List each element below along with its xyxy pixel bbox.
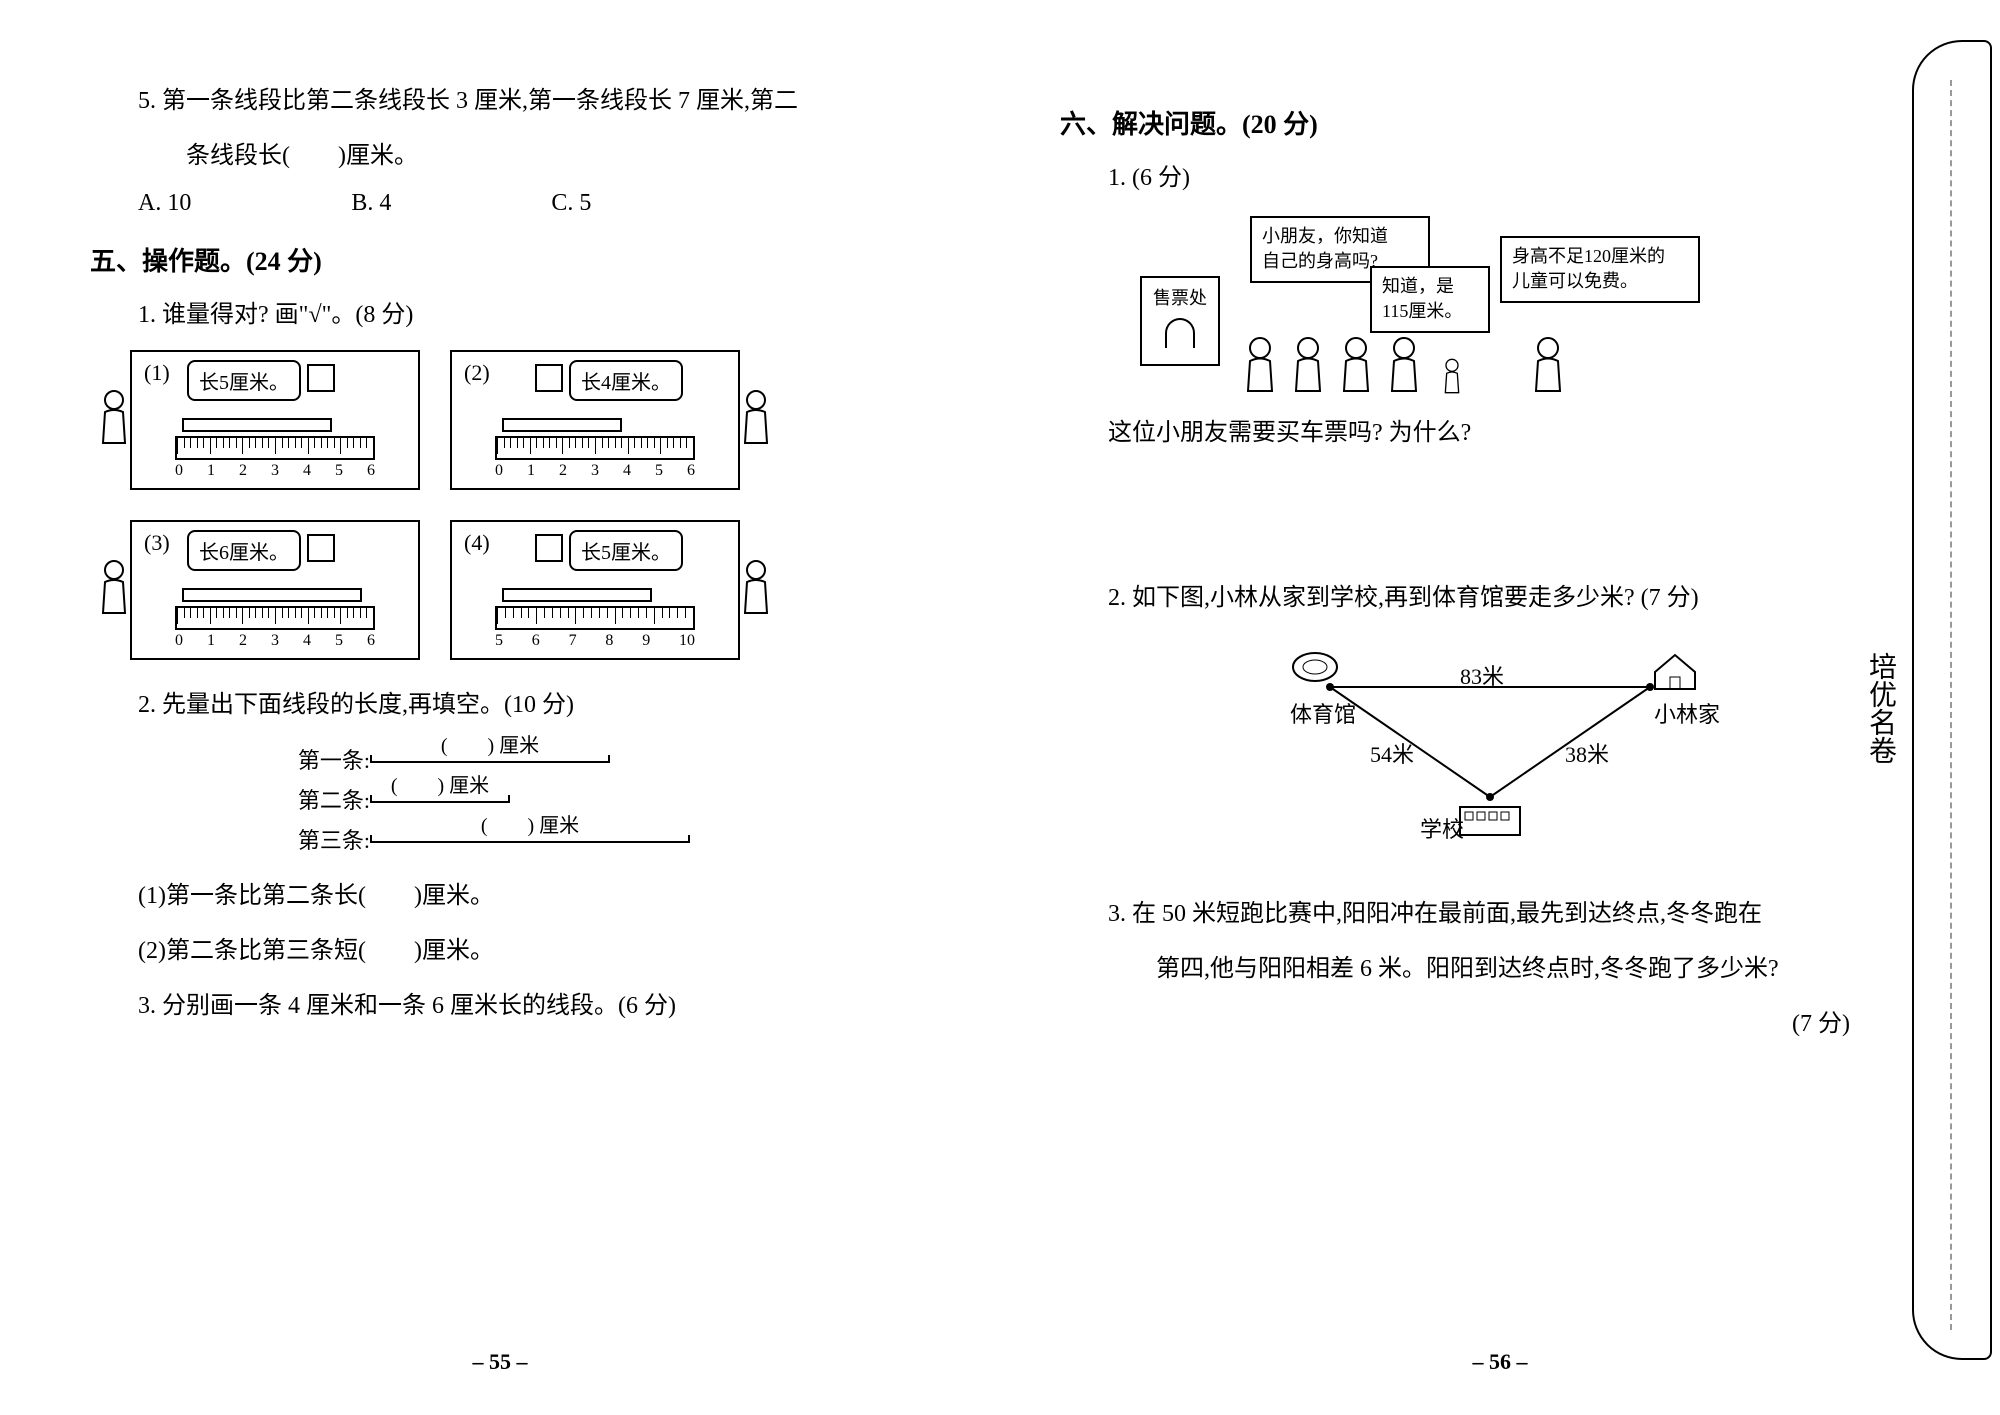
q5-line2: 条线段长( )厘米。	[186, 135, 940, 178]
section6-title: 六、解决问题。(20 分)	[1060, 104, 1910, 141]
ticket-scene: 售票处 小朋友，你知道 自己的身高吗? 知道，是 115厘米。 身高不足120厘…	[1140, 216, 1700, 396]
segment-label: 第三条:	[270, 823, 370, 855]
length-bubble: 长5厘米。	[569, 530, 683, 571]
dist-left: 54米	[1370, 737, 1414, 769]
kid-icon	[94, 388, 134, 448]
gym-label: 体育馆	[1290, 697, 1356, 729]
s6-q3-line3: (7 分)	[1060, 1003, 1850, 1046]
dist-right: 38米	[1565, 737, 1609, 769]
school-icon	[1455, 797, 1525, 837]
cell-number: (3)	[144, 530, 170, 556]
house-icon	[1650, 647, 1700, 692]
measure-cell: (1) 长5厘米。 0123456	[130, 350, 420, 490]
measure-cell: (4) 长5厘米。 5678910	[450, 520, 740, 660]
left-page: 5. 第一条线段比第二条线段长 3 厘米,第一条线段长 7 厘米,第二 条线段长…	[0, 0, 1000, 1415]
booth-label: 售票处	[1153, 288, 1207, 308]
ruler-icon: 0123456	[175, 436, 375, 476]
ruler-icon: 0123456	[175, 606, 375, 646]
measured-object	[182, 418, 332, 432]
kid-icon	[736, 388, 776, 448]
segment-line: ( ) 厘米	[370, 795, 510, 803]
line-segments: 第一条:( ) 厘米第二条:( ) 厘米第三条:( ) 厘米	[270, 743, 940, 855]
s6-q2-text: 2. 如下图,小林从家到学校,再到体育馆要走多少米? (7 分)	[1108, 577, 1910, 620]
s6-q3-line1: 3. 在 50 米短跑比赛中,阳阳冲在最前面,最先到达终点,冬冬跑在	[1108, 893, 1910, 936]
ticket-booth: 售票处	[1140, 276, 1220, 366]
cell-number: (2)	[464, 360, 490, 386]
s5-q2-text: 2. 先量出下面线段的长度,再填空。(10 分)	[138, 684, 940, 727]
segment-label: 第一条:	[270, 743, 370, 775]
right-page: 六、解决问题。(20 分) 1. (6 分) 售票处 小朋友，你知道 自己的身高…	[1000, 0, 2000, 1415]
s5-q3-text: 3. 分别画一条 4 厘米和一条 6 厘米长的线段。(6 分)	[138, 985, 940, 1028]
segment-line: ( ) 厘米	[370, 755, 610, 763]
measured-object	[502, 588, 652, 602]
measure-cell: (3) 长6厘米。 0123456	[130, 520, 420, 660]
child-icon	[1432, 356, 1472, 396]
page-border-decoration	[1912, 40, 1992, 1360]
map-diagram: 体育馆 小林家 学校 83米 54米 38米	[1280, 637, 1700, 837]
page-num-left: – 55 –	[473, 1349, 528, 1375]
q5-opt-c: C. 5	[551, 190, 591, 217]
speech-bubble-3: 身高不足120厘米的 儿童可以免费。	[1500, 236, 1700, 302]
length-bubble: 长5厘米。	[187, 360, 301, 401]
segment-blank: ( ) 厘米	[481, 809, 579, 838]
kid-icon	[94, 558, 134, 618]
q5-options: A. 10 B. 4 C. 5	[138, 190, 940, 217]
dist-top: 83米	[1460, 659, 1504, 691]
q5-opt-a: A. 10	[138, 190, 191, 217]
section5-title: 五、操作题。(24 分)	[90, 241, 940, 278]
ruler-icon: 0123456	[495, 436, 695, 476]
answer-checkbox[interactable]	[535, 534, 563, 562]
people-icons	[1240, 336, 1568, 396]
cell-number: (4)	[464, 530, 490, 556]
school-label: 学校	[1420, 812, 1464, 844]
home-label: 小林家	[1654, 697, 1720, 729]
booth-window-icon	[1165, 318, 1195, 348]
measured-object	[502, 418, 622, 432]
s5-q1-text: 1. 谁量得对? 画"√"。(8 分)	[138, 294, 940, 337]
fold-line	[1950, 80, 1952, 1330]
staff-icon	[1528, 336, 1568, 396]
speech-bubble-2: 知道，是 115厘米。	[1370, 266, 1490, 332]
length-bubble: 长4厘米。	[569, 360, 683, 401]
book-title-vertical: 培优名卷	[1860, 652, 1900, 764]
s6-q1-header: 1. (6 分)	[1108, 157, 1910, 200]
person-icon	[1384, 336, 1424, 396]
segment-label: 第二条:	[270, 783, 370, 815]
line-segment-row: 第一条:( ) 厘米	[270, 743, 940, 775]
kid-icon	[736, 558, 776, 618]
answer-checkbox[interactable]	[535, 364, 563, 392]
line-segment-row: 第二条:( ) 厘米	[270, 783, 940, 815]
answer-checkbox[interactable]	[307, 534, 335, 562]
measure-cell: (2) 长4厘米。 0123456	[450, 350, 740, 490]
ruler-icon: 5678910	[495, 606, 695, 646]
s6-q1-question: 这位小朋友需要买车票吗? 为什么?	[1108, 412, 1910, 455]
s6-q3-line2: 第四,他与阳阳相差 6 米。阳阳到达终点时,冬冬跑了多少米?	[1156, 948, 1910, 991]
segment-blank: ( ) 厘米	[391, 769, 489, 798]
s5-q2-sub2: (2)第二条比第三条短( )厘米。	[138, 930, 940, 973]
q5-line1: 5. 第一条线段比第二条线段长 3 厘米,第一条线段长 7 厘米,第二	[138, 80, 940, 123]
line-segment-row: 第三条:( ) 厘米	[270, 823, 940, 855]
segment-blank: ( ) 厘米	[441, 729, 539, 758]
s5-q2-sub1: (1)第一条比第二条长( )厘米。	[138, 875, 940, 918]
page-num-right: – 56 –	[1473, 1349, 1528, 1375]
segment-line: ( ) 厘米	[370, 835, 690, 843]
length-bubble: 长6厘米。	[187, 530, 301, 571]
answer-checkbox[interactable]	[307, 364, 335, 392]
q5-opt-b: B. 4	[351, 190, 391, 217]
person-icon	[1240, 336, 1280, 396]
person-icon	[1288, 336, 1328, 396]
cell-number: (1)	[144, 360, 170, 386]
person-icon	[1336, 336, 1376, 396]
gym-icon	[1290, 647, 1340, 687]
measure-grid: (1) 长5厘米。 0123456 (2) 长4厘米。 0123456 (3) 长6厘米。 01…	[130, 350, 940, 660]
measured-object	[182, 588, 362, 602]
